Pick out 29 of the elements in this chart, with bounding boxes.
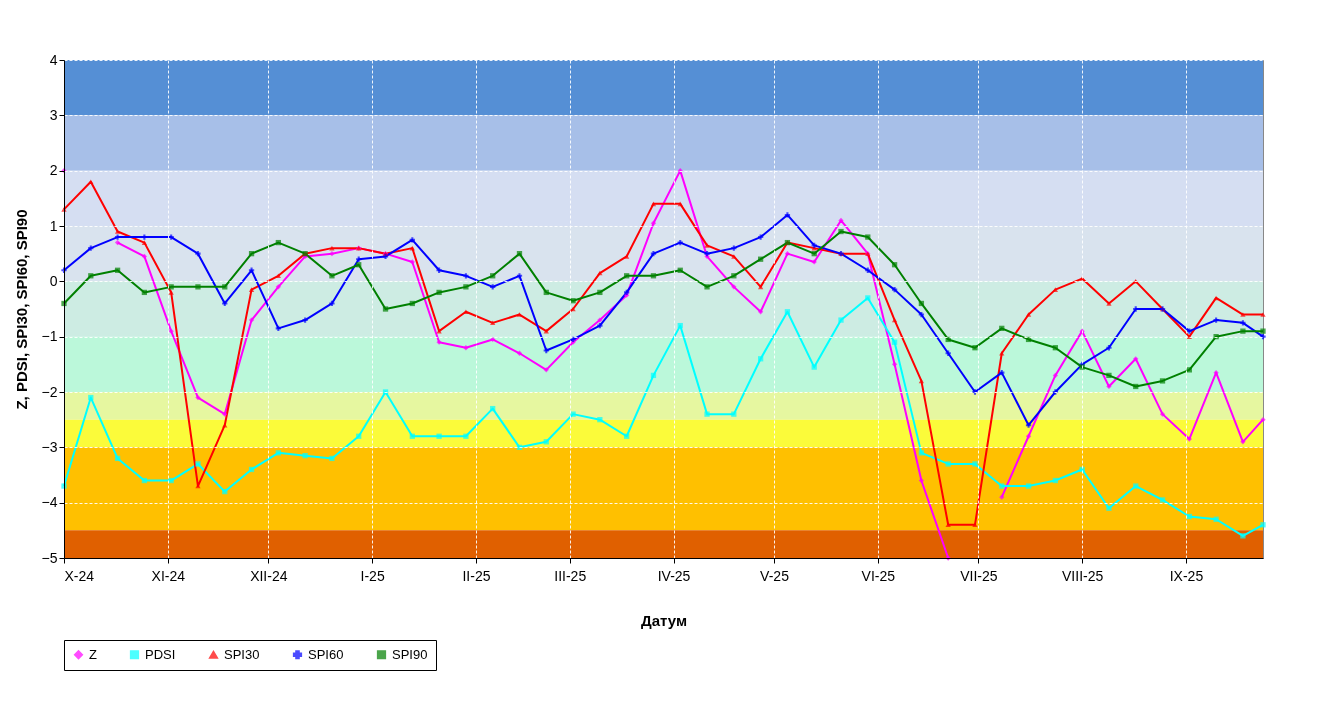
- legend-label: SPI30: [224, 646, 260, 662]
- legend-label: PDSI: [145, 646, 176, 662]
- y-tick-label: −3: [41, 438, 58, 455]
- y-axis-title: Z, PDSI, SPI30, SPI60, SPI90: [12, 209, 30, 410]
- x-tick-label: I-25: [360, 567, 385, 584]
- y-tick-label: 3: [49, 106, 58, 123]
- legend-label: Z: [89, 646, 97, 662]
- x-tick-label: XI-24: [151, 567, 186, 584]
- x-tick-label: II-25: [462, 567, 491, 584]
- x-axis-title: Датум: [641, 611, 687, 629]
- y-tick-label: 1: [49, 217, 58, 234]
- legend-label: SPI90: [392, 646, 428, 662]
- x-tick-label: V-25: [760, 567, 790, 584]
- y-tick-label: −2: [41, 383, 58, 400]
- y-tick-label: 2: [49, 162, 58, 179]
- x-tick-label: IX-25: [1169, 567, 1204, 584]
- y-tick-label: −5: [41, 549, 58, 566]
- x-tick-label: VIII-25: [1062, 567, 1104, 584]
- legend-label: SPI60: [308, 646, 344, 662]
- x-tick-label: XII-24: [250, 567, 288, 584]
- y-tick-label: 0: [49, 272, 58, 289]
- y-tick-label: 4: [49, 51, 58, 68]
- x-tick-label: VII-25: [960, 567, 998, 584]
- x-tick-label: III-25: [554, 567, 587, 584]
- x-tick-label: X-24: [64, 567, 95, 584]
- x-tick-label: IV-25: [657, 567, 691, 584]
- x-tick-label: VI-25: [861, 567, 896, 584]
- y-tick-label: −4: [41, 494, 58, 511]
- y-tick-label: −1: [41, 328, 58, 345]
